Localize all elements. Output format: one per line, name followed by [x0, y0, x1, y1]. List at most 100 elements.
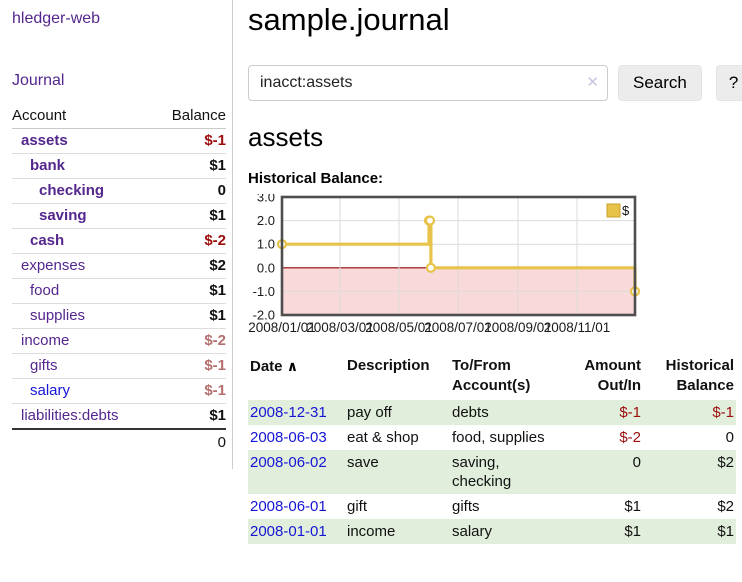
- account-row: assets $-1: [12, 129, 226, 154]
- transaction-balance: $2: [643, 450, 736, 494]
- account-link-food[interactable]: food: [30, 282, 60, 299]
- account-row: salary $-1: [12, 378, 226, 404]
- transaction-description: eat & shop: [347, 429, 419, 446]
- transaction-description: save: [345, 450, 450, 494]
- sidebar-item-journal[interactable]: Journal: [12, 72, 65, 89]
- svg-text:2008/09/01: 2008/09/01: [484, 320, 552, 335]
- search-form: ✕ Search ?: [248, 65, 742, 101]
- register-header-balance: Historical Balance: [665, 357, 734, 394]
- register-row: 2008-01-01 income salary $1 $1: [248, 519, 736, 544]
- register-header-accounts: To/From Account(s): [452, 357, 531, 394]
- search-button[interactable]: Search: [618, 65, 702, 101]
- account-link-checking[interactable]: checking: [39, 182, 105, 199]
- account-link-expenses[interactable]: expenses: [21, 257, 86, 274]
- account-link-salary[interactable]: salary: [30, 382, 71, 399]
- app-root: hledger-web Journal Account Balance asse…: [0, 0, 742, 544]
- register-header-description: Description: [347, 357, 430, 374]
- main-content: sample.journal ✕ Search ? assets Histori…: [233, 0, 742, 544]
- account-row: supplies $1: [12, 303, 226, 329]
- svg-text:0.0: 0.0: [257, 260, 275, 275]
- transaction-amount: $1: [561, 519, 643, 544]
- account-balance: $-1: [204, 132, 226, 149]
- transaction-date-link[interactable]: 2008-06-02: [250, 454, 327, 471]
- transaction-accounts: salary: [450, 519, 561, 544]
- search-input[interactable]: [248, 65, 608, 101]
- account-link-assets[interactable]: assets: [21, 132, 68, 149]
- transaction-date-link[interactable]: 2008-06-03: [250, 429, 327, 446]
- svg-text:$: $: [622, 203, 630, 218]
- balance-chart: $3.0 2.0 1.0 0.0 -1.0 -2.0 2008/01/01 2008/03/0…: [248, 190, 742, 340]
- transaction-amount: $1: [624, 498, 641, 515]
- account-link-saving[interactable]: saving: [39, 207, 87, 224]
- transaction-date-link[interactable]: 2008-01-01: [250, 523, 327, 540]
- account-balance: $-1: [153, 378, 226, 404]
- sidebar: hledger-web Journal Account Balance asse…: [0, 0, 233, 469]
- account-balance: $1: [153, 153, 226, 179]
- register-header-date[interactable]: Date ∧: [250, 358, 299, 375]
- accounts-header-account: Account: [12, 104, 154, 129]
- account-row: income $-2: [12, 328, 226, 354]
- register-row: 2008-06-03 eat & shop food, supplies $-2 0: [248, 425, 736, 450]
- accounts-total-row: 0: [12, 428, 226, 455]
- page-title: sample.journal: [248, 2, 450, 37]
- register-row: 2008-06-01 gift gifts $1 $2: [248, 494, 736, 519]
- account-heading: assets: [248, 122, 324, 152]
- svg-text:2.0: 2.0: [257, 213, 275, 228]
- search-box: ✕: [248, 65, 608, 101]
- svg-text:3.0: 3.0: [257, 194, 275, 205]
- account-balance: $1: [153, 203, 226, 229]
- transaction-date-link[interactable]: 2008-12-31: [250, 404, 327, 421]
- account-link-gifts[interactable]: gifts: [30, 357, 58, 374]
- account-balance: 0: [153, 178, 226, 204]
- register-row: 2008-06-02 save saving, checking 0 $2: [248, 450, 736, 494]
- transaction-accounts: debts: [450, 400, 561, 425]
- account-balance: $2: [153, 253, 226, 279]
- register-table: Date ∧ Description To/From Account(s) Am…: [248, 354, 736, 544]
- sort-ascending-icon: ∧: [286, 358, 299, 374]
- account-link-cash[interactable]: cash: [30, 232, 65, 249]
- accounts-table: Account Balance assets $-1 bank $1 checking 0…: [12, 104, 226, 455]
- help-button[interactable]: ?: [715, 65, 742, 101]
- transaction-amount: 0: [561, 450, 643, 494]
- chart-canvas: $3.0 2.0 1.0 0.0 -1.0 -2.02008/01/012008/03/0…: [248, 190, 641, 335]
- account-row: liabilities:debts $1: [12, 403, 226, 429]
- account-balance: $-2: [153, 228, 226, 254]
- account-balance: $1: [153, 278, 226, 304]
- account-row: food $1: [12, 278, 226, 304]
- account-balance: $-1: [153, 353, 226, 379]
- svg-text:1.0: 1.0: [257, 237, 275, 252]
- transaction-description: gift: [347, 498, 368, 515]
- svg-text:2008/03/01: 2008/03/01: [306, 320, 374, 335]
- transaction-accounts: gifts: [452, 498, 480, 515]
- svg-text:-2.0: -2.0: [253, 308, 275, 323]
- account-row: saving $1: [12, 203, 226, 229]
- accounts-header-balance: Balance: [153, 104, 226, 129]
- transaction-balance: 0: [725, 429, 734, 446]
- register-header-amount: Amount Out/In: [584, 357, 641, 394]
- register-row: 2008-12-31 pay off debts $-1 $-1: [248, 400, 736, 425]
- account-row: cash $-2: [12, 228, 226, 254]
- transaction-date-link[interactable]: 2008-06-01: [250, 498, 327, 515]
- account-link-income[interactable]: income: [21, 332, 70, 349]
- clear-search-icon[interactable]: ✕: [586, 74, 599, 91]
- account-link-bank[interactable]: bank: [30, 157, 66, 174]
- transaction-balance: $1: [643, 519, 736, 544]
- transaction-accounts: food, supplies: [452, 429, 545, 446]
- account-row: bank $1: [12, 153, 226, 179]
- account-row: checking 0: [12, 178, 226, 204]
- account-link-supplies[interactable]: supplies: [30, 307, 86, 324]
- transaction-description: income: [345, 519, 450, 544]
- account-balance: $1: [153, 303, 226, 329]
- svg-text:-1.0: -1.0: [253, 284, 275, 299]
- account-link-liabilities-debts[interactable]: liabilities:debts: [21, 407, 119, 424]
- chart-title: Historical Balance:: [248, 170, 384, 187]
- brand-link[interactable]: hledger-web: [12, 10, 101, 27]
- transaction-amount: $-2: [619, 429, 641, 446]
- svg-text:2008/01/01: 2008/01/01: [248, 320, 316, 335]
- svg-text:2008/05/01: 2008/05/01: [365, 320, 433, 335]
- transaction-amount: $-1: [561, 400, 643, 425]
- transaction-accounts: saving, checking: [450, 450, 561, 494]
- account-row: expenses $2: [12, 253, 226, 279]
- account-balance: $-2: [153, 328, 226, 354]
- account-row: gifts $-1: [12, 353, 226, 379]
